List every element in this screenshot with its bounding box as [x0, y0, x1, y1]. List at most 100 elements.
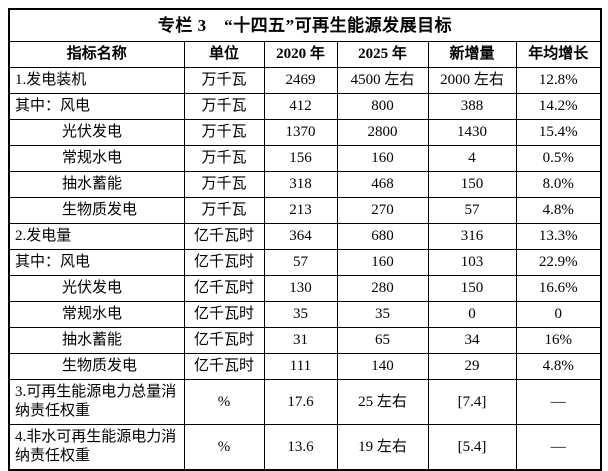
cell-added: [5.4] — [427, 424, 517, 471]
cell-2025: 65 — [336, 327, 429, 354]
cell-growth: 4.8% — [515, 197, 602, 224]
cell-unit: 万千瓦 — [183, 197, 265, 224]
cell-growth: 12.8% — [515, 67, 602, 94]
cell-added: 1430 — [427, 119, 517, 146]
cell-unit: 亿千瓦时 — [183, 223, 265, 250]
cell-added: 34 — [427, 327, 517, 354]
cell-unit: % — [183, 379, 265, 425]
cell-growth: — — [515, 379, 602, 425]
table-row: 4.非水可再生能源电力消纳责任权重 % 13.6 19 左右 [5.4] — — [8, 424, 602, 471]
cell-indicator: 生物质发电 — [8, 353, 185, 380]
table-title-row: 专栏 3 “十四五”可再生能源发展目标 — [8, 8, 602, 42]
cell-added: 4 — [427, 145, 517, 172]
cell-unit: % — [183, 424, 265, 471]
cell-2025: 160 — [336, 145, 429, 172]
cell-added: 316 — [427, 223, 517, 250]
cell-unit: 万千瓦 — [183, 93, 265, 120]
cell-2025: 19 左右 — [336, 424, 429, 471]
cell-2025: 680 — [336, 223, 429, 250]
cell-unit: 万千瓦 — [183, 67, 265, 94]
header-indicator-name: 指标名称 — [8, 41, 185, 68]
header-growth: 年均增长 — [515, 41, 602, 68]
cell-2025: 25 左右 — [336, 379, 429, 425]
cell-2025: 4500 左右 — [336, 67, 429, 94]
table-row: 2.发电量 亿千瓦时 364 680 316 13.3% — [8, 223, 602, 250]
cell-added: [7.4] — [427, 379, 517, 425]
cell-growth: 16.6% — [515, 275, 602, 302]
table-header-row: 指标名称 单位 2020 年 2025 年 新增量 年均增长 — [8, 41, 602, 68]
cell-unit: 亿千瓦时 — [183, 327, 265, 354]
cell-2020: 31 — [263, 327, 338, 354]
cell-2020: 2469 — [263, 67, 338, 94]
cell-2020: 156 — [263, 145, 338, 172]
cell-growth: 14.2% — [515, 93, 602, 120]
cell-2020: 130 — [263, 275, 338, 302]
cell-growth: 15.4% — [515, 119, 602, 146]
cell-growth: 8.0% — [515, 171, 602, 198]
cell-added: 103 — [427, 249, 517, 276]
cell-growth: 22.9% — [515, 249, 602, 276]
header-2020: 2020 年 — [263, 41, 338, 68]
renewable-energy-targets-table: 专栏 3 “十四五”可再生能源发展目标 指标名称 单位 2020 年 2025 … — [8, 8, 602, 471]
cell-unit: 万千瓦 — [183, 119, 265, 146]
cell-growth: — — [515, 424, 602, 471]
cell-unit: 亿千瓦时 — [183, 275, 265, 302]
cell-2020: 13.6 — [263, 424, 338, 471]
cell-added: 150 — [427, 171, 517, 198]
cell-2025: 468 — [336, 171, 429, 198]
cell-indicator: 生物质发电 — [8, 197, 185, 224]
table-row: 光伏发电 万千瓦 1370 2800 1430 15.4% — [8, 119, 602, 146]
cell-indicator: 4.非水可再生能源电力消纳责任权重 — [8, 424, 185, 471]
table-row: 生物质发电 亿千瓦时 111 140 29 4.8% — [8, 353, 602, 380]
table-row: 抽水蓄能 万千瓦 318 468 150 8.0% — [8, 171, 602, 198]
cell-indicator: 其中：风电 — [8, 93, 185, 120]
cell-2020: 1370 — [263, 119, 338, 146]
cell-2020: 35 — [263, 301, 338, 328]
cell-2020: 111 — [263, 353, 338, 380]
cell-2025: 160 — [336, 249, 429, 276]
cell-2025: 140 — [336, 353, 429, 380]
cell-indicator: 常规水电 — [8, 301, 185, 328]
cell-growth: 0 — [515, 301, 602, 328]
cell-2020: 364 — [263, 223, 338, 250]
cell-2020: 213 — [263, 197, 338, 224]
cell-2020: 17.6 — [263, 379, 338, 425]
cell-growth: 16% — [515, 327, 602, 354]
cell-2025: 2800 — [336, 119, 429, 146]
cell-indicator: 1.发电装机 — [8, 67, 185, 94]
cell-added: 388 — [427, 93, 517, 120]
table-row: 常规水电 亿千瓦时 35 35 0 0 — [8, 301, 602, 328]
cell-added: 0 — [427, 301, 517, 328]
cell-growth: 4.8% — [515, 353, 602, 380]
cell-2020: 412 — [263, 93, 338, 120]
cell-unit: 亿千瓦时 — [183, 301, 265, 328]
table-row: 抽水蓄能 亿千瓦时 31 65 34 16% — [8, 327, 602, 354]
cell-unit: 万千瓦 — [183, 145, 265, 172]
cell-added: 57 — [427, 197, 517, 224]
cell-indicator: 常规水电 — [8, 145, 185, 172]
table-row: 其中：风电 亿千瓦时 57 160 103 22.9% — [8, 249, 602, 276]
header-added: 新增量 — [427, 41, 517, 68]
cell-indicator: 光伏发电 — [8, 119, 185, 146]
cell-2025: 280 — [336, 275, 429, 302]
table-row: 1.发电装机 万千瓦 2469 4500 左右 2000 左右 12.8% — [8, 67, 602, 94]
cell-growth: 0.5% — [515, 145, 602, 172]
cell-added: 2000 左右 — [427, 67, 517, 94]
cell-unit: 万千瓦 — [183, 171, 265, 198]
cell-indicator: 抽水蓄能 — [8, 327, 185, 354]
header-2025: 2025 年 — [336, 41, 429, 68]
cell-indicator: 抽水蓄能 — [8, 171, 185, 198]
cell-unit: 亿千瓦时 — [183, 249, 265, 276]
cell-indicator: 光伏发电 — [8, 275, 185, 302]
cell-indicator: 2.发电量 — [8, 223, 185, 250]
table-row: 光伏发电 亿千瓦时 130 280 150 16.6% — [8, 275, 602, 302]
cell-growth: 13.3% — [515, 223, 602, 250]
cell-added: 29 — [427, 353, 517, 380]
cell-added: 150 — [427, 275, 517, 302]
table-title: 专栏 3 “十四五”可再生能源发展目标 — [8, 8, 602, 42]
table-row: 其中：风电 万千瓦 412 800 388 14.2% — [8, 93, 602, 120]
cell-unit: 亿千瓦时 — [183, 353, 265, 380]
cell-2025: 270 — [336, 197, 429, 224]
cell-indicator: 3.可再生能源电力总量消纳责任权重 — [8, 379, 185, 425]
cell-2025: 35 — [336, 301, 429, 328]
